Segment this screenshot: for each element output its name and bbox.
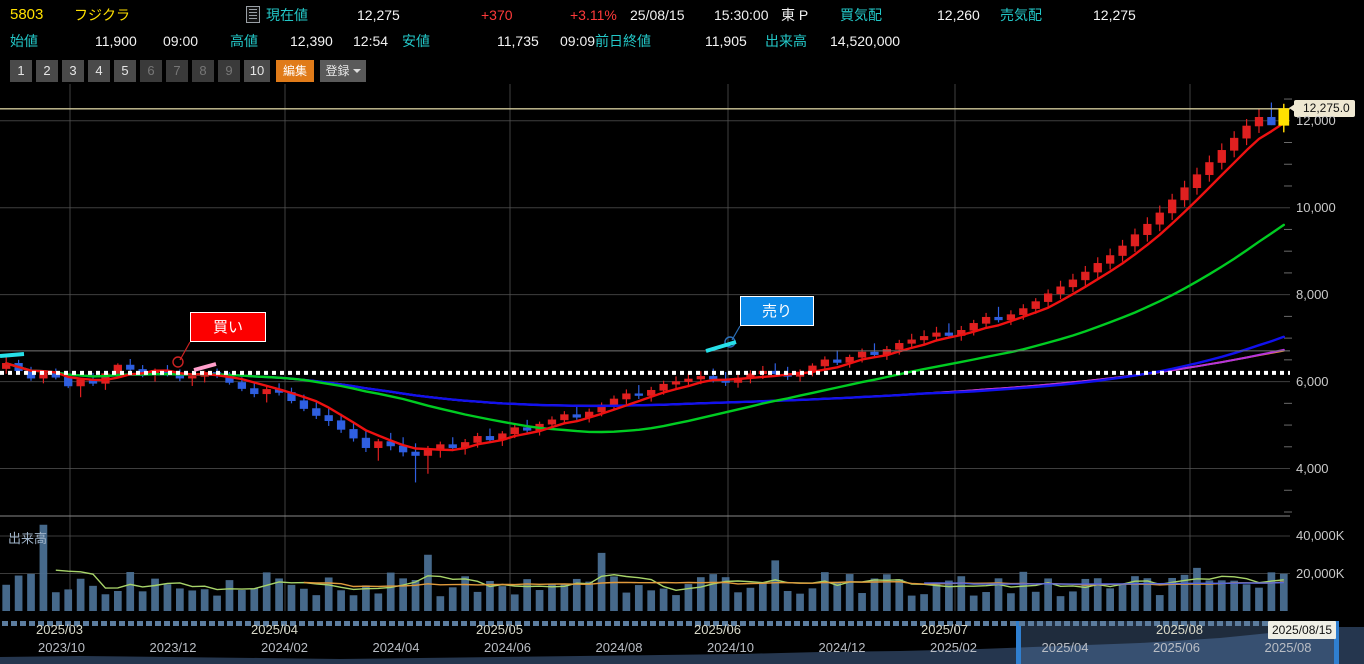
x-axis-tick bbox=[1190, 624, 1191, 633]
edit-button[interactable]: 編集 bbox=[276, 60, 314, 82]
minimap-label: 2025/06 bbox=[1153, 640, 1200, 655]
minimap-label: 2025/02 bbox=[930, 640, 977, 655]
quote-header: 5803 フジクラ 現在値 12,275 +370 +3.11% 25/08/1… bbox=[0, 0, 1364, 58]
price-axis-label: 8,000 bbox=[1296, 286, 1329, 302]
page-button-6: 6 bbox=[140, 60, 162, 82]
x-axis-tick bbox=[285, 624, 286, 633]
minimap-label: 2025/04 bbox=[1041, 640, 1089, 655]
page-button-4[interactable]: 4 bbox=[88, 60, 110, 82]
price-axis-label: 4,000 bbox=[1296, 460, 1329, 476]
x-axis-tick bbox=[955, 624, 956, 633]
volume-axis-label: 40,000K bbox=[1296, 528, 1345, 543]
low-value: 11,735 bbox=[497, 33, 539, 49]
quote-time: 15:30:00 bbox=[714, 7, 769, 23]
page-button-3[interactable]: 3 bbox=[62, 60, 84, 82]
x-axis-and-minimap[interactable]: 2025/08/15 2025/03 2025/04 2025/05 2025/06 2… bbox=[0, 621, 1364, 664]
x-axis-tick bbox=[728, 624, 729, 633]
page-button-7: 7 bbox=[166, 60, 188, 82]
page-button-9: 9 bbox=[218, 60, 240, 82]
prev-close-label: 前日終値 bbox=[595, 33, 651, 49]
low-time: 09:09 bbox=[560, 33, 596, 49]
ticker-code[interactable]: 5803 bbox=[10, 6, 44, 23]
minimap-label: 2024/12 bbox=[818, 640, 866, 655]
x-axis-label: 2025/03 bbox=[36, 622, 83, 637]
quote-date: 25/08/15 bbox=[630, 7, 685, 23]
chart-canvas bbox=[0, 84, 1292, 611]
document-icon bbox=[246, 5, 260, 25]
page-button-1[interactable]: 1 bbox=[10, 60, 32, 82]
market-code: 東 P bbox=[781, 7, 809, 23]
x-axis-label: 2025/08 bbox=[1156, 622, 1203, 637]
x-axis-label: 2025/04 bbox=[251, 622, 298, 637]
page-button-8: 8 bbox=[192, 60, 214, 82]
chart-area[interactable]: 出来高 12,275.0 買い 売り 4,000 6,000 8,000 10,000… bbox=[0, 84, 1364, 621]
register-dropdown[interactable]: 登録 bbox=[320, 60, 366, 82]
sell-callout[interactable]: 売り bbox=[740, 296, 814, 326]
current-price-label: 現在値 bbox=[266, 7, 308, 23]
minimap-label: 2024/10 bbox=[707, 640, 754, 655]
minimap-label: 2023/10 bbox=[38, 640, 85, 655]
open-label: 始値 bbox=[10, 33, 38, 49]
price-axis-label: 10,000 bbox=[1296, 199, 1336, 215]
minimap-label: 2024/06 bbox=[484, 640, 531, 655]
x-axis-label: 2025/05 bbox=[476, 622, 523, 637]
open-time: 09:00 bbox=[163, 33, 199, 49]
buy-callout[interactable]: 買い bbox=[190, 312, 266, 342]
minimap-label: 2024/08 bbox=[595, 640, 643, 655]
bid-label: 買気配 bbox=[840, 7, 882, 23]
high-value: 12,390 bbox=[290, 33, 333, 49]
page-toolbar: 1 2 3 4 5 6 7 8 9 10 編集 登録 bbox=[0, 58, 1364, 84]
x-axis-tick bbox=[510, 624, 511, 633]
high-label: 高値 bbox=[230, 33, 258, 49]
x-axis-tick bbox=[70, 624, 71, 633]
high-time: 12:54 bbox=[353, 33, 389, 49]
x-axis-label: 2025/06 bbox=[694, 622, 741, 637]
minimap-label: 2023/12 bbox=[149, 640, 197, 655]
current-price-value: 12,275 bbox=[357, 7, 400, 23]
current-price-tag: 12,275.0 bbox=[1289, 99, 1355, 117]
register-label: 登録 bbox=[325, 64, 350, 78]
minimap-label: 2024/04 bbox=[372, 640, 420, 655]
prev-close-value: 11,905 bbox=[705, 33, 747, 49]
ask-value: 12,275 bbox=[1093, 7, 1136, 23]
volume-value: 14,520,000 bbox=[830, 33, 901, 49]
price-axis-label: 6,000 bbox=[1296, 373, 1329, 389]
price-change-pct: +3.11% bbox=[570, 7, 617, 23]
current-date-tag: 2025/08/15 bbox=[1268, 621, 1337, 639]
bid-value: 12,260 bbox=[937, 7, 980, 23]
ticker-name[interactable]: フジクラ bbox=[74, 7, 130, 23]
volume-label: 出来高 bbox=[765, 33, 807, 49]
open-value: 11,900 bbox=[95, 33, 137, 49]
volume-panel-label: 出来高 bbox=[8, 531, 48, 546]
volume-axis-label: 20,000K bbox=[1296, 565, 1345, 581]
chevron-down-icon bbox=[352, 69, 361, 73]
price-change: +370 bbox=[481, 7, 513, 23]
minimap-label: 2024/02 bbox=[261, 640, 308, 655]
page-button-5[interactable]: 5 bbox=[114, 60, 136, 82]
page-button-10[interactable]: 10 bbox=[244, 60, 270, 82]
page-button-2[interactable]: 2 bbox=[36, 60, 58, 82]
minimap-label: 2025/08 bbox=[1264, 640, 1312, 655]
price-axis-label: 12,000 bbox=[1296, 112, 1336, 128]
ask-label: 売気配 bbox=[1000, 7, 1042, 23]
low-label: 安値 bbox=[402, 33, 430, 49]
x-axis-label: 2025/07 bbox=[921, 622, 968, 637]
